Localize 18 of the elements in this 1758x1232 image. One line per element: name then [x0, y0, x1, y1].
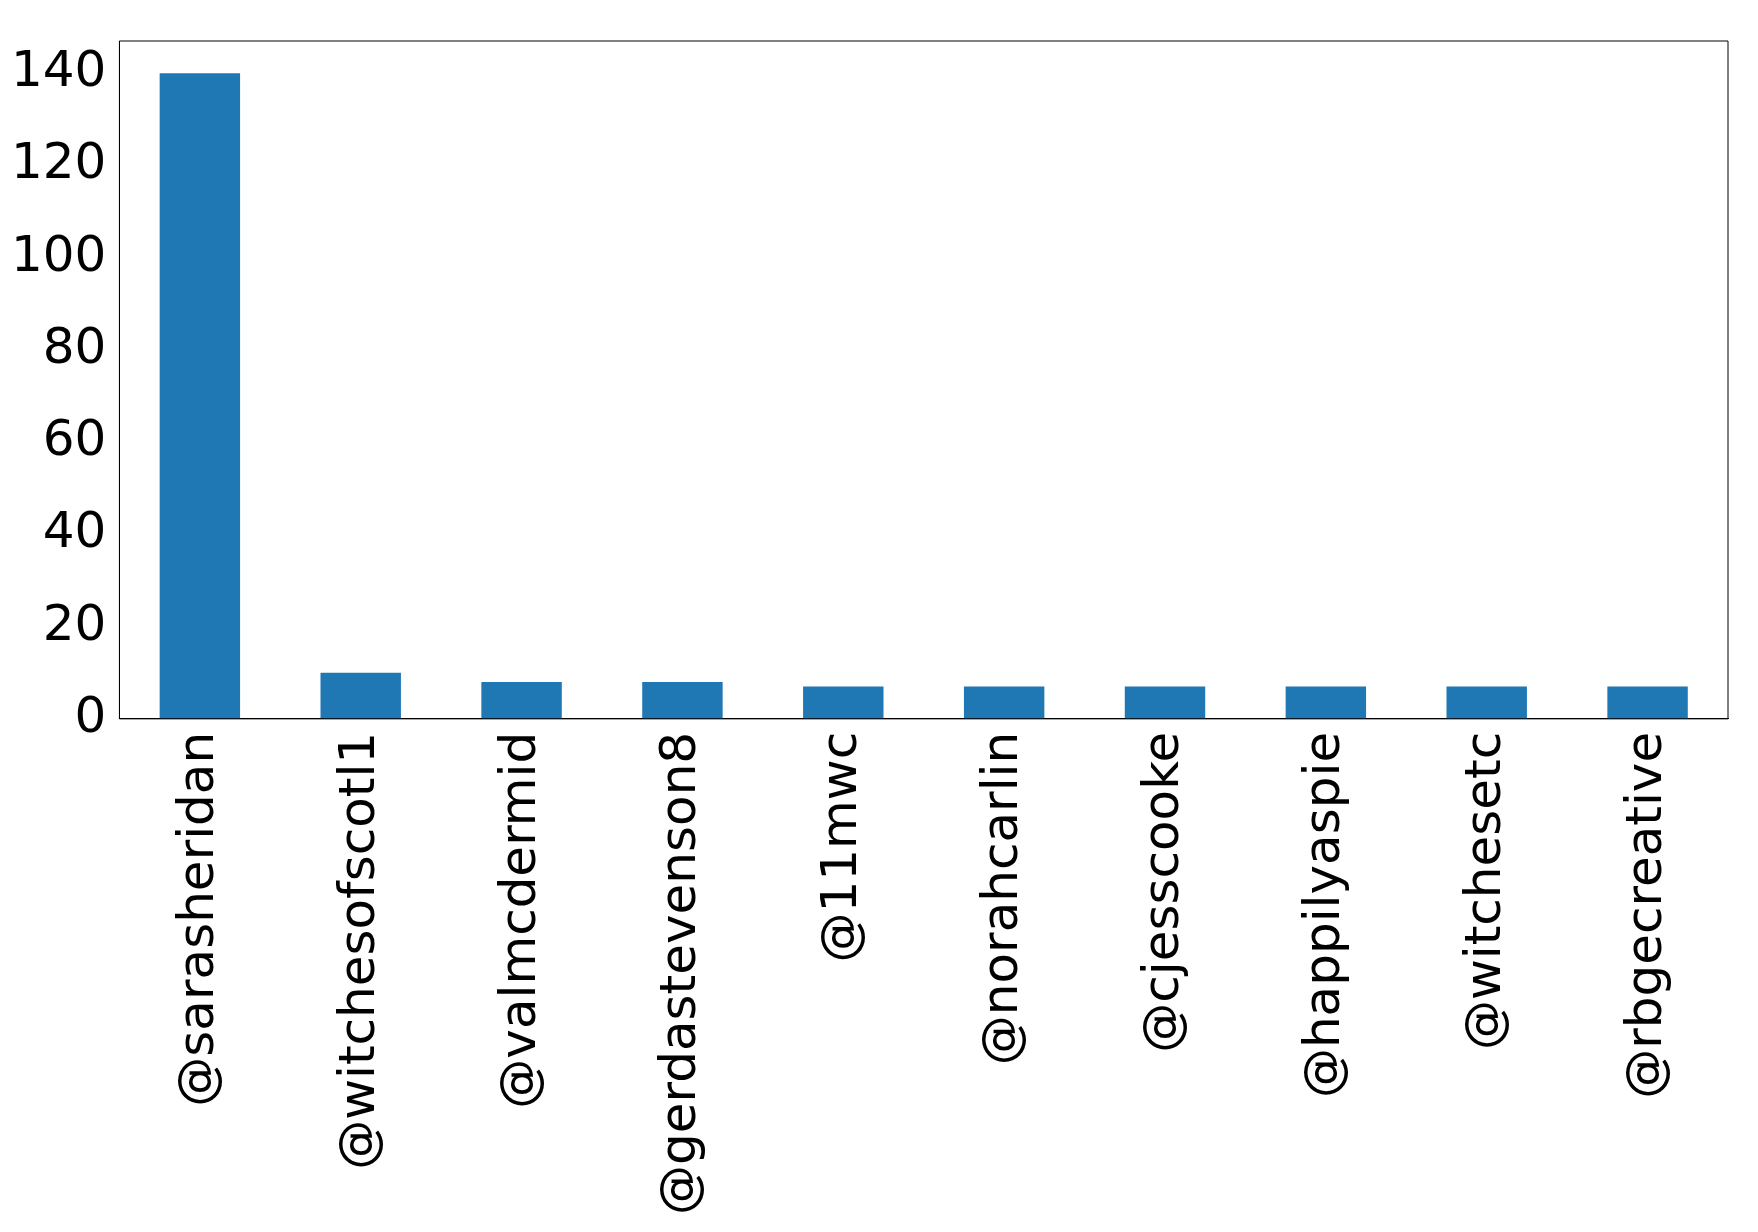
y-tick-label: 120 [11, 132, 107, 191]
y-tick-label: 40 [42, 501, 107, 560]
y-tick-label: 0 [74, 685, 107, 744]
x-tick-label: @11mwc [810, 731, 869, 963]
x-tick-label: @sarasheridan [166, 731, 225, 1107]
x-tick-label: @gerdastevenson8 [649, 731, 708, 1215]
x-tick-label: @cjesscooke [1131, 731, 1190, 1053]
x-tick-label: @valmcdermid [488, 731, 547, 1109]
y-tick-label: 80 [42, 316, 107, 375]
y-tick-label: 100 [11, 224, 107, 283]
y-tick-label: 20 [42, 593, 107, 652]
x-tick-label: @happilyaspie [1292, 731, 1351, 1099]
x-tick-label: @witchesetc [1453, 731, 1512, 1051]
x-tick-label: @norahcarlin [971, 731, 1030, 1066]
x-tick-label: @witchesofscotl1 [327, 731, 386, 1170]
x-tick-label: @rbgecreative [1614, 731, 1673, 1099]
y-tick-label: 140 [11, 40, 107, 99]
y-tick-label: 60 [42, 409, 107, 468]
